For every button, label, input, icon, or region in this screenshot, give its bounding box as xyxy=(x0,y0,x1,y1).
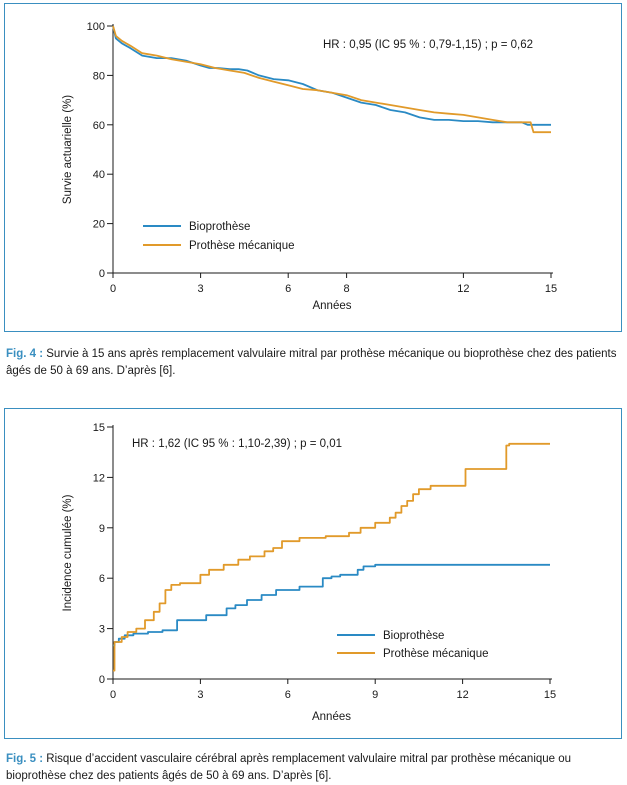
survival-chart: 0 20 40 60 80 100 0 3 6 8 12 15 Années Survie actuari… xyxy=(62,21,557,312)
y-tick-label: 60 xyxy=(93,120,105,132)
x-tick-label: 15 xyxy=(545,283,557,295)
x-tick-label: 12 xyxy=(457,283,469,295)
hazard-ratio-annotation: HR : 0,95 (IC 95 % : 0,79-1,15) ; p = 0,… xyxy=(323,39,533,51)
y-tick-label: 40 xyxy=(93,169,105,181)
y-tick-label: 100 xyxy=(87,21,105,33)
legend-label: Prothèse mécanique xyxy=(189,240,294,252)
y-tick-label: 80 xyxy=(93,70,105,82)
x-tick-label: 3 xyxy=(197,689,203,701)
y-tick-label: 12 xyxy=(93,472,105,484)
x-tick-label: 6 xyxy=(285,283,291,295)
x-tick-label: 0 xyxy=(110,689,116,701)
y-tick-label: 3 xyxy=(99,624,105,636)
y-axis-label: Survie actuarielle (%) xyxy=(62,95,74,204)
figure-4-label: Fig. 4 : xyxy=(6,348,44,360)
stroke-incidence-chart: 0 3 6 9 12 15 0 3 6 9 12 15 Années Incidence cumulée … xyxy=(62,422,556,723)
y-tick-label: 0 xyxy=(99,674,105,686)
x-axis-label: Années xyxy=(312,300,351,312)
x-tick-label: 15 xyxy=(544,689,556,701)
figure-4-panel: 0 20 40 60 80 100 0 3 6 8 12 15 Années Survie actuari… xyxy=(4,3,622,332)
y-tick-label: 0 xyxy=(99,268,105,280)
y-axis-label: Incidence cumulée (%) xyxy=(62,494,74,611)
x-tick-label: 12 xyxy=(456,689,468,701)
figure-5-panel: 0 3 6 9 12 15 0 3 6 9 12 15 Années Incidence cumulée … xyxy=(4,408,622,739)
series-line-bioprothese xyxy=(113,563,550,647)
figure-5-caption-text: Risque d’accident vasculaire cérébral ap… xyxy=(6,753,572,782)
series-line-prothese-mecanique xyxy=(112,25,551,134)
figure-4-caption-text: Survie à 15 ans après remplacement valvu… xyxy=(6,348,617,377)
y-tick-label: 15 xyxy=(93,422,105,434)
legend-label: Bioprothèse xyxy=(383,630,444,642)
hazard-ratio-annotation: HR : 1,62 (IC 95 % : 1,10-2,39) ; p = 0,… xyxy=(132,438,342,450)
x-tick-label: 8 xyxy=(344,283,350,295)
legend-label: Prothèse mécanique xyxy=(383,648,488,660)
x-axis-label: Années xyxy=(312,711,351,723)
figure-4-caption: Fig. 4 : Survie à 15 ans après remplacem… xyxy=(6,346,624,380)
y-tick-label: 9 xyxy=(99,523,105,535)
x-tick-label: 3 xyxy=(198,283,204,295)
y-tick-label: 6 xyxy=(99,573,105,585)
x-tick-label: 0 xyxy=(110,283,116,295)
figure-5-label: Fig. 5 : xyxy=(6,753,44,765)
legend-label: Bioprothèse xyxy=(189,221,250,233)
series-line-prothese-mecanique xyxy=(113,442,550,672)
x-tick-label: 9 xyxy=(372,689,378,701)
y-tick-label: 20 xyxy=(93,219,105,231)
x-tick-label: 6 xyxy=(285,689,291,701)
figure-5-caption: Fig. 5 : Risque d’accident vasculaire cé… xyxy=(6,751,624,785)
